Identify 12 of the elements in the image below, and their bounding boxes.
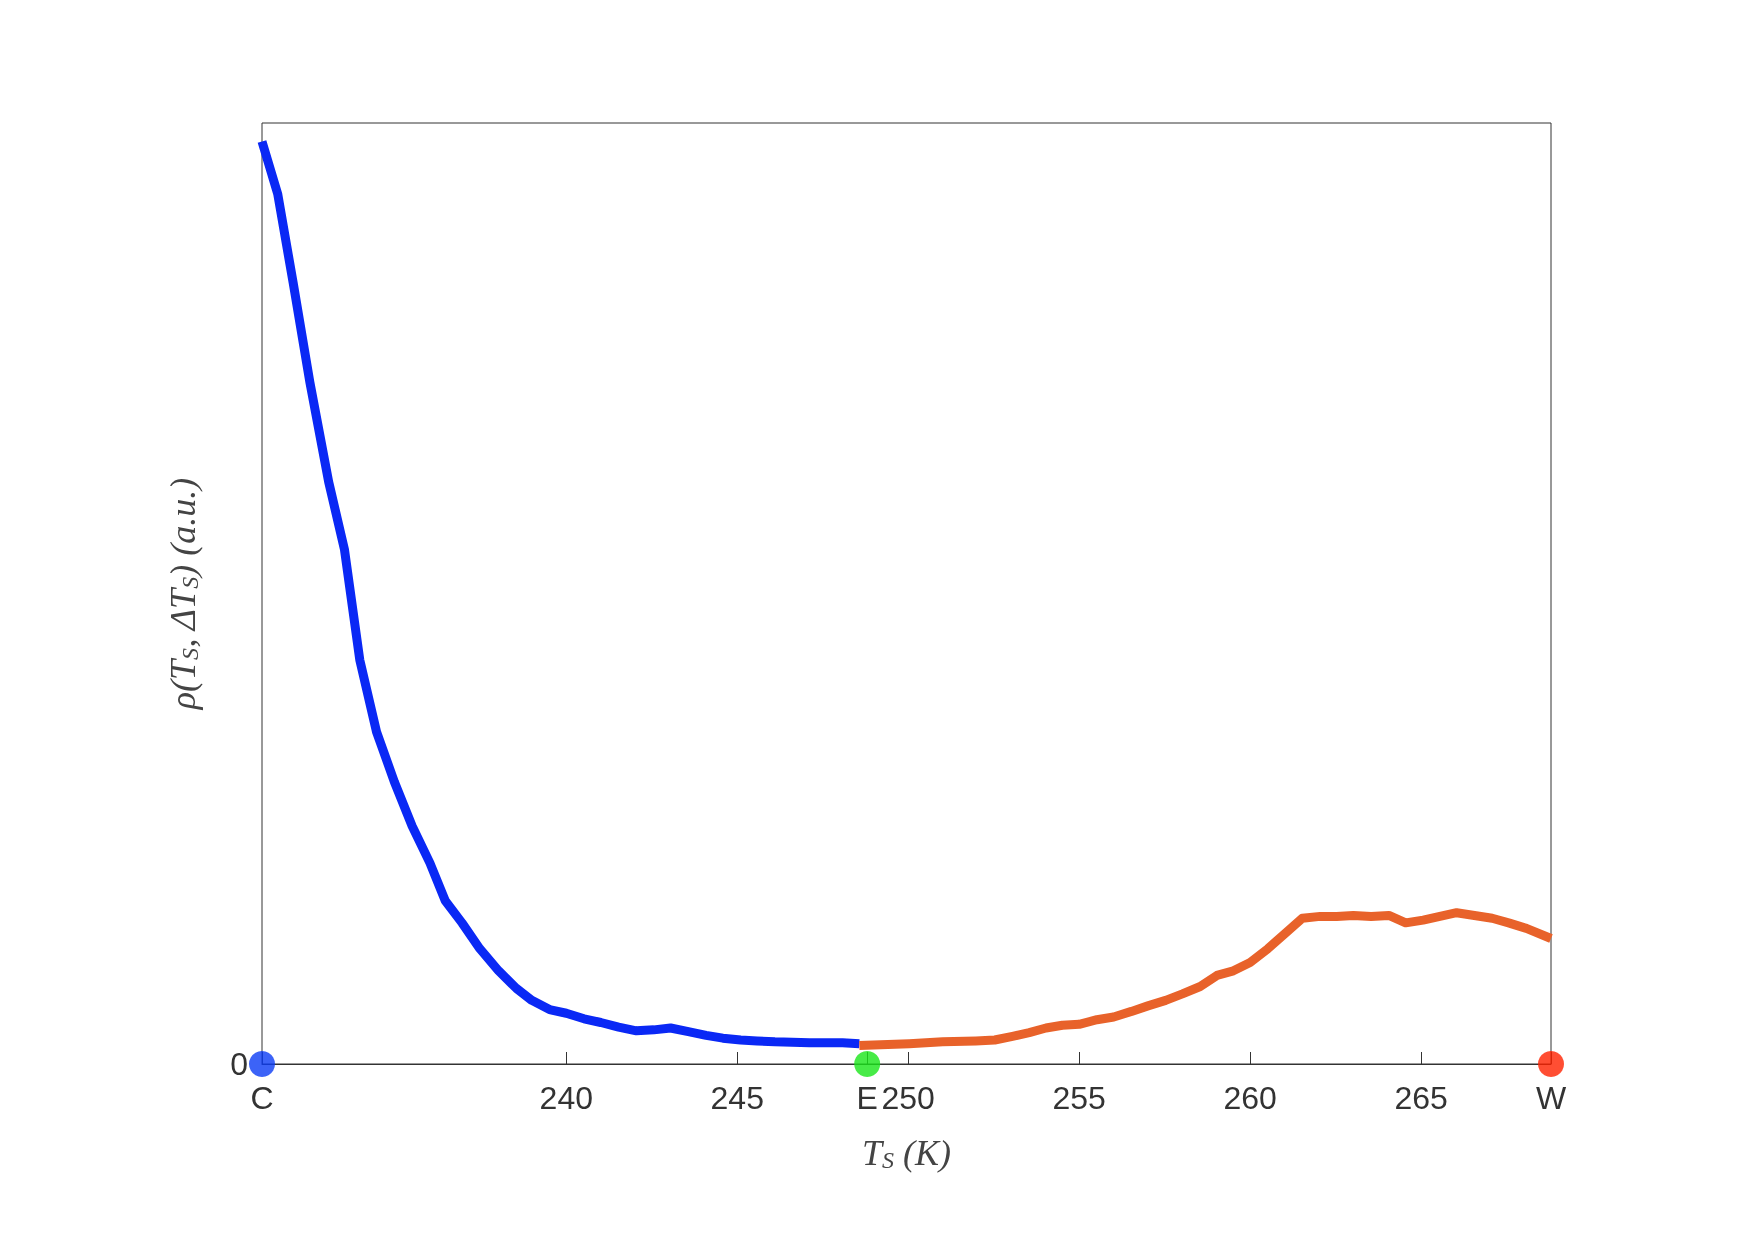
x-tick-label: E [856, 1080, 878, 1116]
x-tick-label: 255 [1052, 1080, 1106, 1116]
x-tick-label: 260 [1223, 1080, 1277, 1116]
x-axis-title: TS (K) [861, 1133, 952, 1173]
x-tick-label: 245 [710, 1080, 764, 1116]
annotation: 0 [230, 1046, 248, 1082]
x-tick-label: 250 [881, 1080, 935, 1116]
x-tick-label: 240 [539, 1080, 593, 1116]
x-tick-label: C [250, 1080, 274, 1116]
x-tick-label: W [1535, 1080, 1567, 1116]
x-tick-label: 265 [1394, 1080, 1448, 1116]
y-axis-title: ρ(TS, ΔTS) (a.u.) [163, 477, 203, 711]
